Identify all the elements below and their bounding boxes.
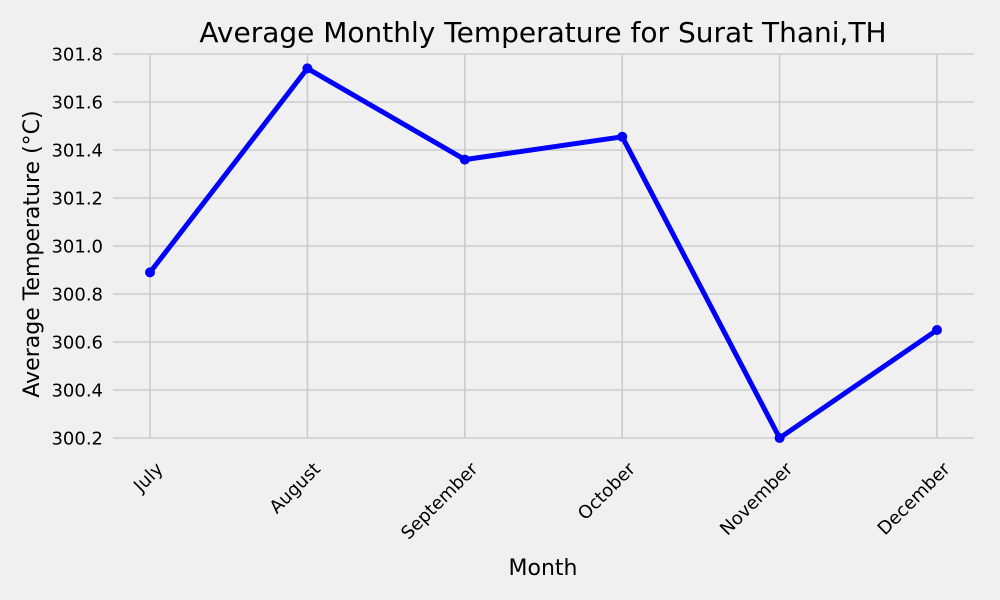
data-point	[932, 325, 942, 335]
data-point	[617, 131, 628, 142]
y-axis-label: Average Temperature (°C)	[20, 110, 45, 397]
chart-title: Average Monthly Temperature for Surat Th…	[199, 16, 886, 49]
y-tick-label: 301.8	[51, 45, 103, 66]
y-tick-label: 300.8	[51, 285, 103, 306]
y-tick-label: 301.0	[51, 237, 103, 258]
x-tick-label: August	[266, 459, 325, 518]
data-point	[459, 154, 470, 165]
data-point	[774, 433, 785, 443]
grid	[113, 53, 974, 439]
x-tick-label: July	[129, 458, 168, 497]
y-tick-label: 301.2	[51, 189, 103, 210]
x-tick-label: November	[716, 458, 797, 539]
data-point	[145, 267, 155, 278]
y-tick-label: 300.4	[51, 381, 103, 402]
series-line	[147, 65, 940, 441]
y-tick-label: 300.2	[51, 429, 103, 450]
x-axis-ticks: July August September October November Decemb…	[129, 458, 955, 544]
data-point	[302, 63, 313, 74]
y-tick-label: 301.4	[51, 141, 103, 162]
x-axis-label: Month	[509, 556, 578, 581]
x-tick-label: September	[397, 458, 483, 544]
y-axis-ticks: 300.2 300.4 300.6 300.8 301.0 301.2 301.4 301.6…	[51, 45, 103, 450]
y-tick-label: 300.6	[51, 333, 103, 354]
series-layer	[145, 63, 942, 443]
x-tick-label: December	[874, 458, 955, 539]
x-tick-label: October	[574, 458, 640, 524]
y-tick-label: 301.6	[51, 93, 103, 114]
